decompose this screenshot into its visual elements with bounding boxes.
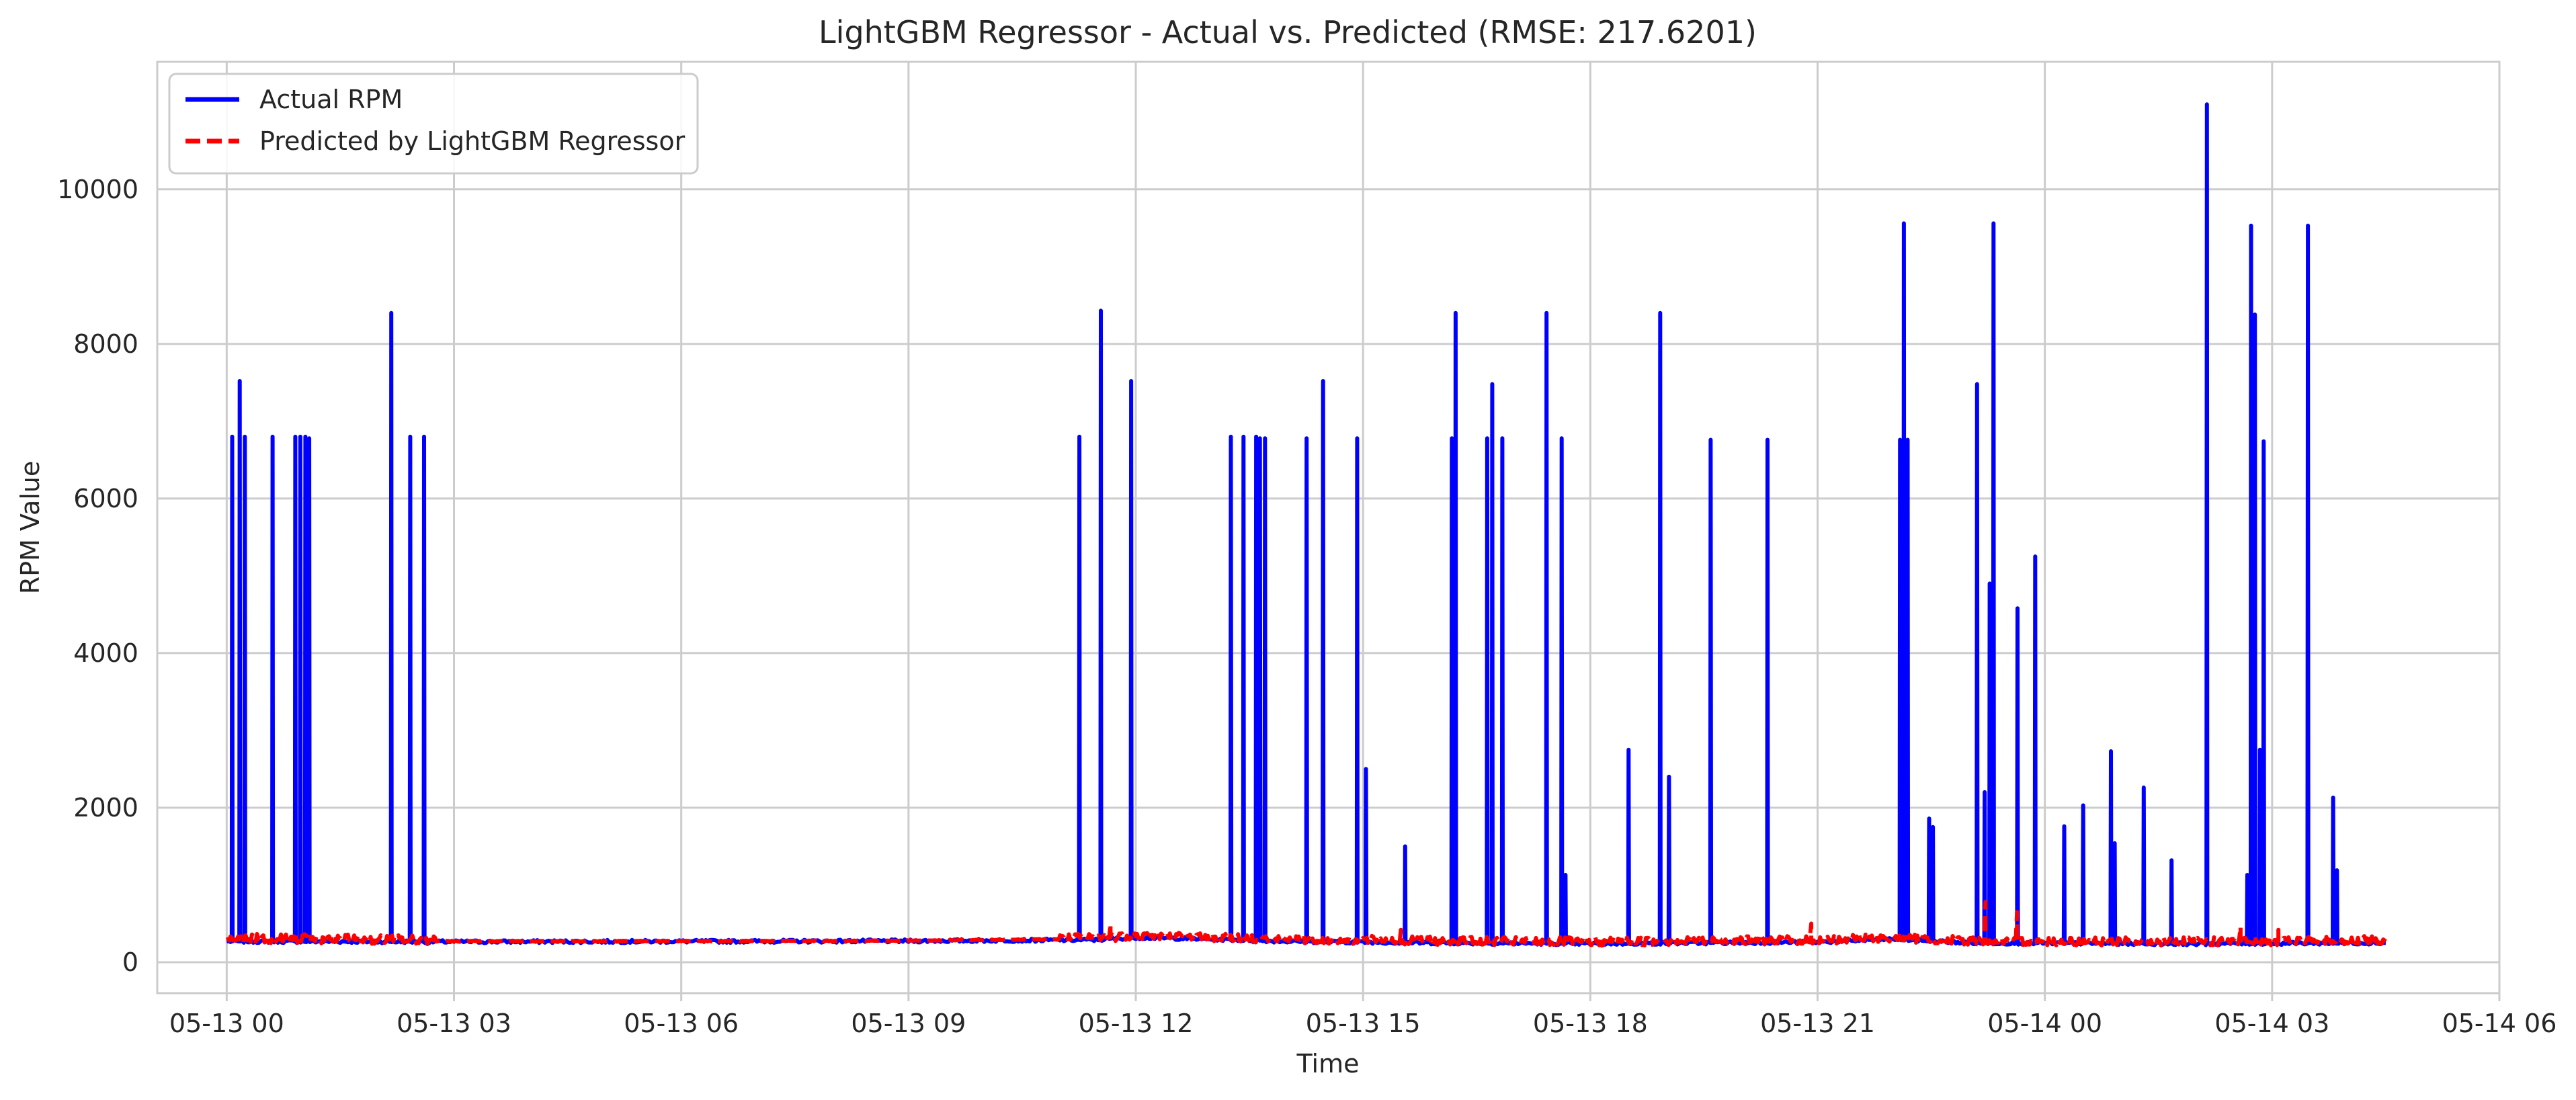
x-tick-label: 05-13 12 <box>1079 1009 1194 1038</box>
x-tick-label: 05-13 18 <box>1533 1009 1648 1038</box>
x-tick-label: 05-13 15 <box>1306 1009 1421 1038</box>
y-axis-title: RPM Value <box>15 461 45 595</box>
x-tick-label: 05-13 09 <box>851 1009 966 1038</box>
x-tick-label: 05-13 21 <box>1760 1009 1875 1038</box>
legend-label-actual-rpm: Actual RPM <box>259 85 403 114</box>
chart-title: LightGBM Regressor - Actual vs. Predicte… <box>819 14 1757 50</box>
y-tick-label: 2000 <box>73 793 138 822</box>
x-tick-label: 05-13 03 <box>397 1009 511 1038</box>
legend-label-predicted: Predicted by LightGBM Regressor <box>259 126 685 156</box>
x-tick-label: 05-14 03 <box>2214 1009 2329 1038</box>
y-tick-label: 10000 <box>57 175 138 204</box>
y-axis-ticks: 0 2000 4000 6000 8000 10000 <box>57 175 138 977</box>
plot-area-frame <box>156 60 2501 995</box>
x-tick-label: 05-14 06 <box>2442 1009 2557 1038</box>
x-tick-label: 05-14 00 <box>1987 1009 2102 1038</box>
x-tick-label: 05-13 00 <box>169 1009 284 1038</box>
y-tick-label: 8000 <box>73 329 138 359</box>
series-predicted-line <box>225 900 2387 948</box>
x-axis-ticks: 05-13 00 05-13 03 05-13 06 05-13 09 05-13 12… <box>169 993 2557 1038</box>
x-tick-label: 05-13 06 <box>624 1009 739 1038</box>
x-axis-title: Time <box>1296 1049 1360 1078</box>
legend: Actual RPM Predicted by LightGBM Regress… <box>168 73 699 175</box>
y-tick-label: 6000 <box>73 484 138 513</box>
legend-box <box>168 73 699 175</box>
y-tick-label: 4000 <box>73 638 138 668</box>
y-tick-label: 0 <box>122 947 138 977</box>
